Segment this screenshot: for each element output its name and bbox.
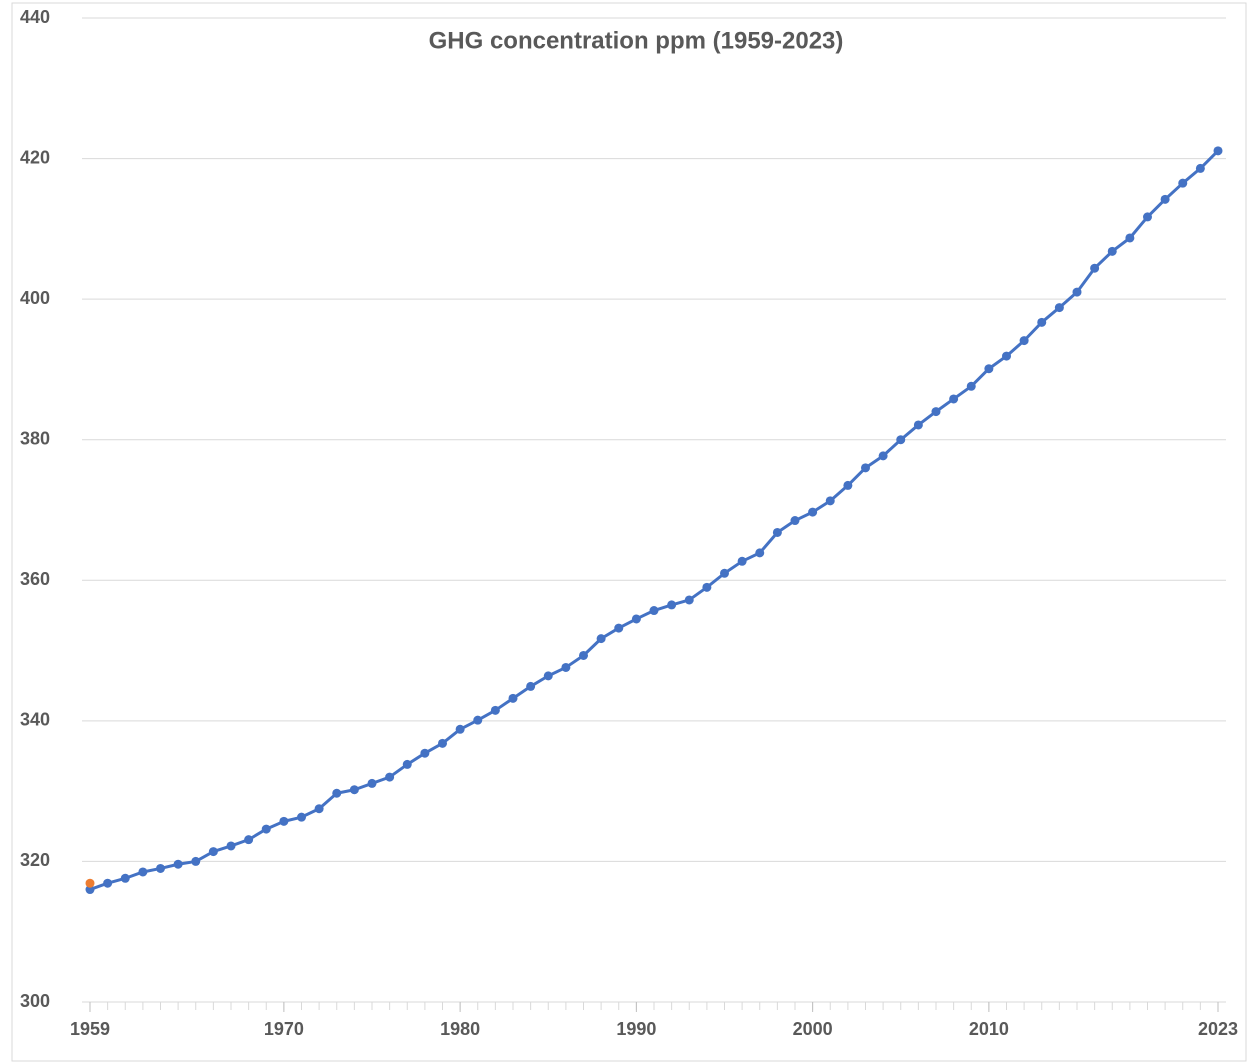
data-point <box>561 662 571 672</box>
data-point <box>297 812 306 822</box>
y-tick-label: 420 <box>20 147 50 167</box>
x-tick-label: 2010 <box>969 1019 1009 1039</box>
data-point <box>279 816 289 826</box>
data-point <box>261 824 271 834</box>
data-point <box>755 548 765 558</box>
x-tick-label: 2023 <box>1198 1019 1238 1039</box>
data-point <box>191 856 201 866</box>
data-point <box>543 671 553 681</box>
data-point <box>85 878 95 888</box>
x-tick-label: 1980 <box>440 1019 480 1039</box>
data-point <box>173 859 183 869</box>
data-point <box>684 595 694 605</box>
data-point <box>1160 194 1170 204</box>
data-point <box>966 381 976 391</box>
data-point <box>473 715 483 725</box>
data-point <box>385 772 395 782</box>
data-point <box>596 634 606 644</box>
data-point <box>420 748 430 758</box>
data-point <box>878 451 888 461</box>
y-tick-label: 340 <box>20 710 50 730</box>
data-point <box>156 863 165 873</box>
series-line <box>89 149 1220 891</box>
data-point <box>808 507 818 517</box>
data-point <box>526 681 536 691</box>
data-point <box>1019 336 1029 346</box>
data-point <box>720 568 729 578</box>
data-point <box>138 867 148 877</box>
data-point <box>367 778 377 788</box>
y-tick-label: 320 <box>20 850 50 870</box>
data-point <box>1090 263 1100 273</box>
data-point <box>931 407 941 417</box>
data-point <box>438 738 447 748</box>
data-point <box>1178 178 1188 188</box>
y-tick-label: 380 <box>20 428 50 448</box>
data-point <box>508 693 518 703</box>
data-point <box>1107 246 1117 256</box>
data-point <box>702 582 712 592</box>
data-point <box>737 556 747 566</box>
data-point <box>984 364 994 374</box>
data-point <box>649 606 659 616</box>
data-point <box>1195 163 1205 173</box>
y-tick-label: 400 <box>20 288 50 308</box>
x-tick-label: 1959 <box>70 1019 110 1039</box>
data-point <box>579 650 588 660</box>
data-point <box>667 600 677 610</box>
data-point <box>825 496 835 506</box>
y-tick-label: 300 <box>20 991 50 1011</box>
data-point <box>226 841 236 851</box>
data-point <box>772 527 782 537</box>
chart-border <box>11 2 1247 1062</box>
data-point <box>490 705 500 715</box>
x-tick-label: 2000 <box>793 1019 833 1039</box>
y-tick-label: 440 <box>20 7 50 27</box>
data-point <box>1213 146 1223 156</box>
data-point <box>208 847 218 857</box>
data-point <box>1037 317 1047 327</box>
data-point <box>843 480 853 490</box>
data-point <box>85 885 95 895</box>
data-point <box>402 759 412 769</box>
data-point <box>314 804 324 814</box>
data-point <box>103 878 113 888</box>
data-point <box>120 873 130 883</box>
data-point <box>896 435 906 445</box>
data-point <box>1054 303 1064 313</box>
data-point <box>861 463 870 473</box>
data-point <box>349 785 359 795</box>
x-tick-label: 1990 <box>616 1019 656 1039</box>
data-point <box>631 614 641 624</box>
data-point <box>614 623 624 633</box>
data-point <box>244 835 254 845</box>
chart-title: GHG concentration ppm (1959-2023) <box>429 27 844 54</box>
data-point <box>1072 287 1082 297</box>
data-point <box>949 394 959 404</box>
x-tick-label: 1970 <box>264 1019 304 1039</box>
data-point <box>913 420 923 430</box>
y-tick-label: 360 <box>20 569 50 589</box>
data-point <box>1143 212 1152 222</box>
data-point <box>332 788 342 798</box>
data-point <box>790 516 800 526</box>
data-point <box>455 724 465 734</box>
data-point <box>1125 233 1135 243</box>
data-point <box>1002 351 1011 361</box>
